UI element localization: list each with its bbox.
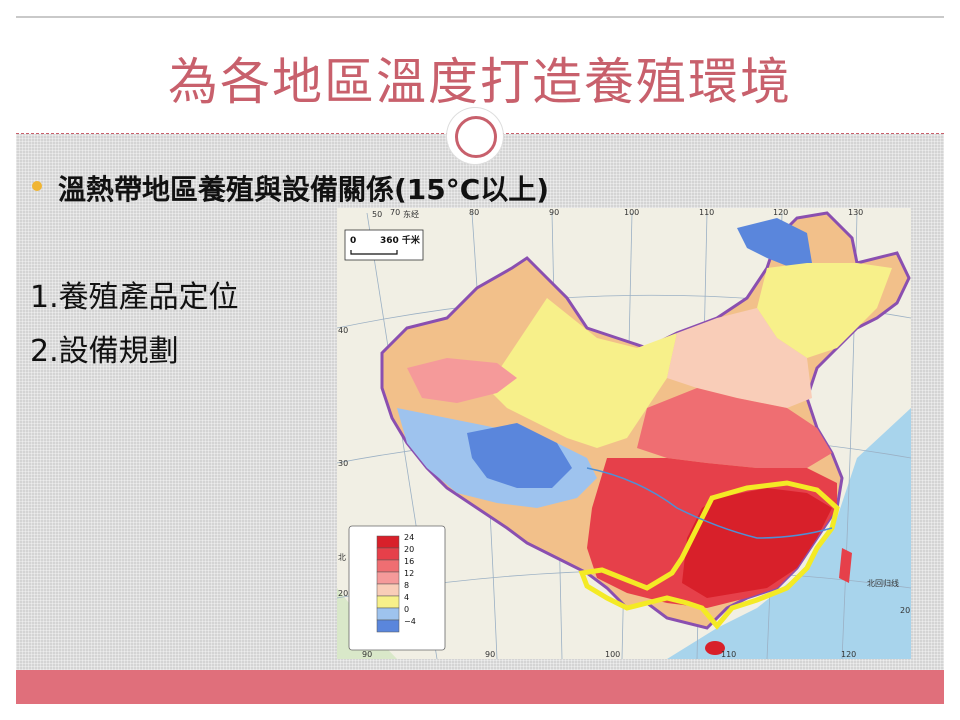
lon-label: 130 bbox=[848, 208, 863, 217]
lon-label: 100 bbox=[605, 650, 620, 659]
legend-label: 16 bbox=[404, 557, 414, 566]
legend-swatch bbox=[376, 595, 400, 609]
zone-north-mild bbox=[667, 308, 812, 408]
hainan bbox=[705, 641, 725, 655]
zone-basin-warm bbox=[407, 358, 517, 403]
legend-label: 8 bbox=[404, 581, 409, 590]
zone-12c bbox=[637, 388, 832, 468]
lon-label: 90 bbox=[362, 650, 372, 659]
lat-label: 30 bbox=[338, 459, 348, 468]
legend-label: −4 bbox=[404, 617, 416, 626]
legend-labels: 24 20 16 12 8 4 0 −4 bbox=[404, 533, 416, 626]
lat-label: 40 bbox=[338, 326, 348, 335]
legend-swatch bbox=[376, 607, 400, 621]
list-item-equipment-planning: 2.設備規劃 bbox=[30, 334, 179, 369]
taiwan bbox=[839, 548, 852, 583]
lon-label: 110 bbox=[721, 650, 736, 659]
temperature-map: 0 360 千米 50 70 东经 80 90 100 110 120 130 … bbox=[337, 208, 911, 659]
top-rule bbox=[16, 16, 944, 18]
lon-label: 110 bbox=[699, 208, 714, 217]
legend-label: 4 bbox=[404, 593, 409, 602]
bullet-heading: 溫熱帶地區養殖與設備關係(15°C以上) bbox=[58, 173, 550, 206]
zone-20c bbox=[682, 488, 832, 598]
tropic-label-left: 北 bbox=[338, 553, 346, 562]
legend-swatch bbox=[376, 559, 400, 573]
legend-swatch bbox=[376, 619, 400, 633]
lon-label: 东经 bbox=[403, 209, 419, 219]
zone-8c bbox=[487, 298, 677, 448]
ring-icon bbox=[455, 116, 497, 158]
lon-label: 90 bbox=[549, 208, 559, 217]
legend-swatch bbox=[376, 571, 400, 585]
scale-zero: 0 bbox=[350, 236, 356, 246]
legend-label: 12 bbox=[404, 569, 414, 578]
scale-box bbox=[344, 229, 424, 261]
lon-label: 70 bbox=[390, 208, 400, 217]
lat-labels: 40 30 20 20 bbox=[338, 326, 910, 615]
highlight-region bbox=[578, 480, 840, 630]
scale-label: 360 千米 bbox=[380, 234, 421, 246]
bottom-accent-bar bbox=[16, 670, 944, 704]
zone-northeast-cool bbox=[757, 263, 892, 358]
legend-swatch bbox=[376, 535, 400, 549]
lat-label: 20 bbox=[900, 606, 910, 615]
legend-label: 0 bbox=[404, 605, 409, 614]
tropic-label: 北回归线 bbox=[867, 578, 899, 588]
lon-label: 120 bbox=[773, 208, 788, 217]
lon-label: 50 bbox=[372, 210, 382, 219]
legend-swatches bbox=[376, 535, 400, 633]
scale-bar bbox=[350, 250, 398, 255]
zone-neg4c bbox=[467, 423, 572, 488]
lon-label: 120 bbox=[841, 650, 856, 659]
slide-title: 為各地區溫度打造養殖環境 bbox=[168, 53, 792, 111]
legend-label: 20 bbox=[404, 545, 414, 554]
lon-label: 80 bbox=[469, 208, 479, 217]
lat-label: 20 bbox=[338, 589, 348, 598]
bullet-icon bbox=[32, 181, 42, 191]
legend-swatch bbox=[376, 583, 400, 597]
sea-east bbox=[667, 408, 911, 659]
bottom-lon-labels: 90 90 100 110 120 bbox=[362, 650, 856, 659]
legend: 24 20 16 12 8 4 0 −4 bbox=[348, 525, 446, 651]
top-lon-labels: 50 70 东经 80 90 100 110 120 130 bbox=[372, 208, 863, 219]
legend-swatch bbox=[376, 547, 400, 561]
zone-northeast-cold bbox=[737, 218, 812, 268]
circle-ornament bbox=[447, 108, 503, 164]
legend-label: 24 bbox=[404, 533, 414, 542]
river bbox=[586, 467, 833, 539]
lon-label: 100 bbox=[624, 208, 639, 217]
list-item-product-positioning: 1.養殖產品定位 bbox=[30, 280, 239, 315]
lon-label: 90 bbox=[485, 650, 495, 659]
